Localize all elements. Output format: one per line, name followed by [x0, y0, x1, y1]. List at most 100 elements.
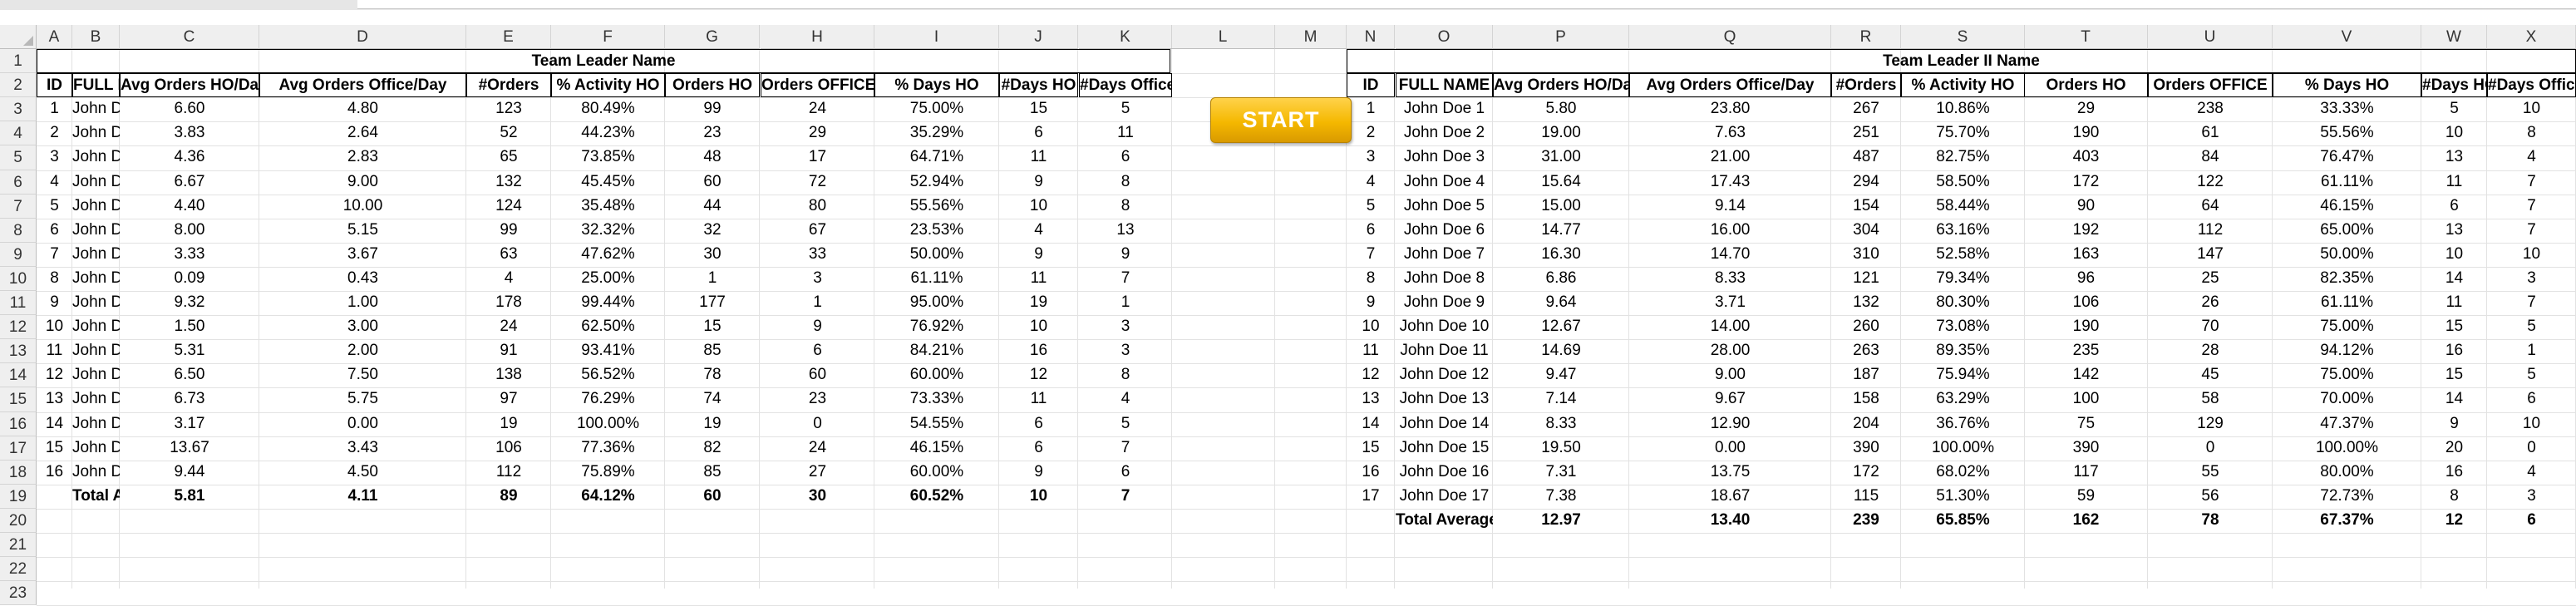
- table-cell[interactable]: 75.00%: [909, 100, 964, 117]
- table-cell[interactable]: 35.29%: [909, 124, 964, 141]
- table-cell[interactable]: 12: [45, 366, 64, 383]
- column-title[interactable]: #Days Office: [2487, 73, 2576, 97]
- table-cell[interactable]: 304: [1853, 221, 1879, 239]
- table-cell[interactable]: 10: [2445, 124, 2464, 141]
- table-cell[interactable]: 47.37%: [2320, 415, 2374, 432]
- table-cell[interactable]: 4: [2527, 463, 2536, 480]
- table-cell[interactable]: 28: [2201, 342, 2219, 359]
- row-header-11[interactable]: 11: [0, 291, 37, 315]
- table-cell[interactable]: 172: [2072, 173, 2100, 190]
- table-cell[interactable]: 65.00%: [2320, 221, 2374, 239]
- table-cell[interactable]: John Doe 2: [72, 124, 120, 141]
- table-cell[interactable]: 129: [2197, 415, 2224, 432]
- table-cell[interactable]: 7.31: [1545, 463, 1577, 480]
- column-header-q[interactable]: Q: [1629, 25, 1831, 49]
- table-cell[interactable]: 5: [1121, 415, 1130, 432]
- table-cell[interactable]: 13: [1362, 390, 1380, 407]
- table-cell[interactable]: John Doe 4: [1403, 173, 1485, 190]
- table-cell[interactable]: 1: [1366, 100, 1376, 117]
- table-cell[interactable]: 1: [813, 293, 822, 311]
- table-cell[interactable]: 8.00: [174, 221, 205, 239]
- table-cell[interactable]: 106: [495, 439, 522, 456]
- column-title[interactable]: % Days HO: [874, 73, 999, 97]
- table-cell[interactable]: 10: [1029, 318, 1048, 335]
- table-cell[interactable]: 19: [703, 415, 722, 432]
- table-cell[interactable]: 4.40: [174, 197, 205, 214]
- table-cell[interactable]: 10.86%: [1936, 100, 1990, 117]
- table-cell[interactable]: 25.00%: [581, 269, 635, 287]
- table-cell[interactable]: 90: [2076, 197, 2096, 214]
- table-cell[interactable]: John Doe 12: [1399, 366, 1490, 383]
- table-cell[interactable]: 82: [703, 439, 722, 456]
- table-cell[interactable]: 8.33: [1545, 415, 1577, 432]
- table-cell[interactable]: 72.73%: [2320, 487, 2374, 505]
- row-header-3[interactable]: 3: [0, 97, 37, 121]
- table-cell[interactable]: 61: [2201, 124, 2219, 141]
- table-cell[interactable]: 11: [2445, 293, 2463, 311]
- table-cell[interactable]: 6: [1034, 415, 1043, 432]
- table-cell[interactable]: John Doe 5: [72, 197, 120, 214]
- column-header-m[interactable]: M: [1275, 25, 1347, 49]
- table-cell[interactable]: 15.64: [1541, 173, 1581, 190]
- row-header-9[interactable]: 9: [0, 243, 37, 267]
- table-cell[interactable]: John Doe 3: [1403, 148, 1485, 165]
- table-cell[interactable]: 204: [1853, 415, 1879, 432]
- table-cell[interactable]: 65: [500, 148, 518, 165]
- table-cell[interactable]: 5: [1121, 100, 1130, 117]
- table-cell[interactable]: 158: [1853, 390, 1879, 407]
- total-cell[interactable]: [37, 485, 72, 509]
- table-cell[interactable]: 16: [1362, 463, 1380, 480]
- column-header-g[interactable]: G: [665, 25, 760, 49]
- total-cell[interactable]: 78: [2201, 511, 2219, 529]
- table-cell[interactable]: 23: [703, 124, 722, 141]
- total-cell[interactable]: 65.85%: [1936, 511, 1990, 529]
- table-cell[interactable]: 132: [1853, 293, 1879, 311]
- table-cell[interactable]: 106: [2072, 293, 2100, 311]
- total-cell[interactable]: 12: [2445, 511, 2464, 529]
- table-cell[interactable]: 11: [1117, 124, 1134, 141]
- table-cell[interactable]: 0.00: [347, 415, 378, 432]
- table-cell[interactable]: 10: [1029, 197, 1048, 214]
- table-cell[interactable]: 16: [2445, 342, 2464, 359]
- table-cell[interactable]: 55.56%: [909, 197, 964, 214]
- column-title[interactable]: #Orders: [1831, 73, 1901, 97]
- column-header-o[interactable]: O: [1396, 25, 1493, 49]
- table-cell[interactable]: 14: [45, 415, 64, 432]
- table-cell[interactable]: 3: [1366, 148, 1376, 165]
- table-cell[interactable]: 4: [2527, 148, 2536, 165]
- table-cell[interactable]: 6: [1121, 463, 1130, 480]
- table-cell[interactable]: John Doe 5: [1403, 197, 1485, 214]
- total-cell[interactable]: 4.11: [347, 487, 378, 505]
- table-cell[interactable]: 0: [2205, 439, 2215, 456]
- table-cell[interactable]: John Doe 2: [1403, 124, 1485, 141]
- table-cell[interactable]: 15.00: [1541, 197, 1581, 214]
- row-header-14[interactable]: 14: [0, 363, 37, 387]
- table-cell[interactable]: 61.11%: [2320, 293, 2374, 311]
- table-cell[interactable]: 10.00: [342, 197, 383, 214]
- table-cell[interactable]: 112: [2197, 221, 2224, 239]
- table-cell[interactable]: 4: [50, 173, 59, 190]
- table-cell[interactable]: John Doe 17: [1399, 487, 1490, 505]
- table-cell[interactable]: 99: [500, 221, 518, 239]
- table-cell[interactable]: 80.00%: [2320, 463, 2374, 480]
- total-cell[interactable]: 7: [1121, 487, 1130, 505]
- table-cell[interactable]: 12.90: [1710, 415, 1751, 432]
- table-cell[interactable]: 18.67: [1710, 487, 1751, 505]
- table-cell[interactable]: 35.48%: [581, 197, 635, 214]
- table-cell[interactable]: 68.02%: [1936, 463, 1990, 480]
- table-cell[interactable]: 3: [813, 269, 822, 287]
- table-cell[interactable]: 7: [2527, 197, 2536, 214]
- table-cell[interactable]: 73.33%: [909, 390, 964, 407]
- table-cell[interactable]: 16.00: [1710, 221, 1751, 239]
- table-cell[interactable]: 11: [46, 342, 63, 359]
- table-cell[interactable]: 8: [1121, 173, 1130, 190]
- row-header-4[interactable]: 4: [0, 121, 37, 145]
- table-cell[interactable]: 61.11%: [910, 269, 963, 287]
- column-header-b[interactable]: B: [72, 25, 120, 49]
- table-cell[interactable]: 9.00: [347, 173, 378, 190]
- table-cell[interactable]: 15: [1362, 439, 1380, 456]
- table-cell[interactable]: 100.00%: [576, 415, 639, 432]
- table-cell[interactable]: 16: [1029, 342, 1048, 359]
- table-cell[interactable]: 5: [50, 197, 59, 214]
- table-cell[interactable]: 15: [2445, 366, 2464, 383]
